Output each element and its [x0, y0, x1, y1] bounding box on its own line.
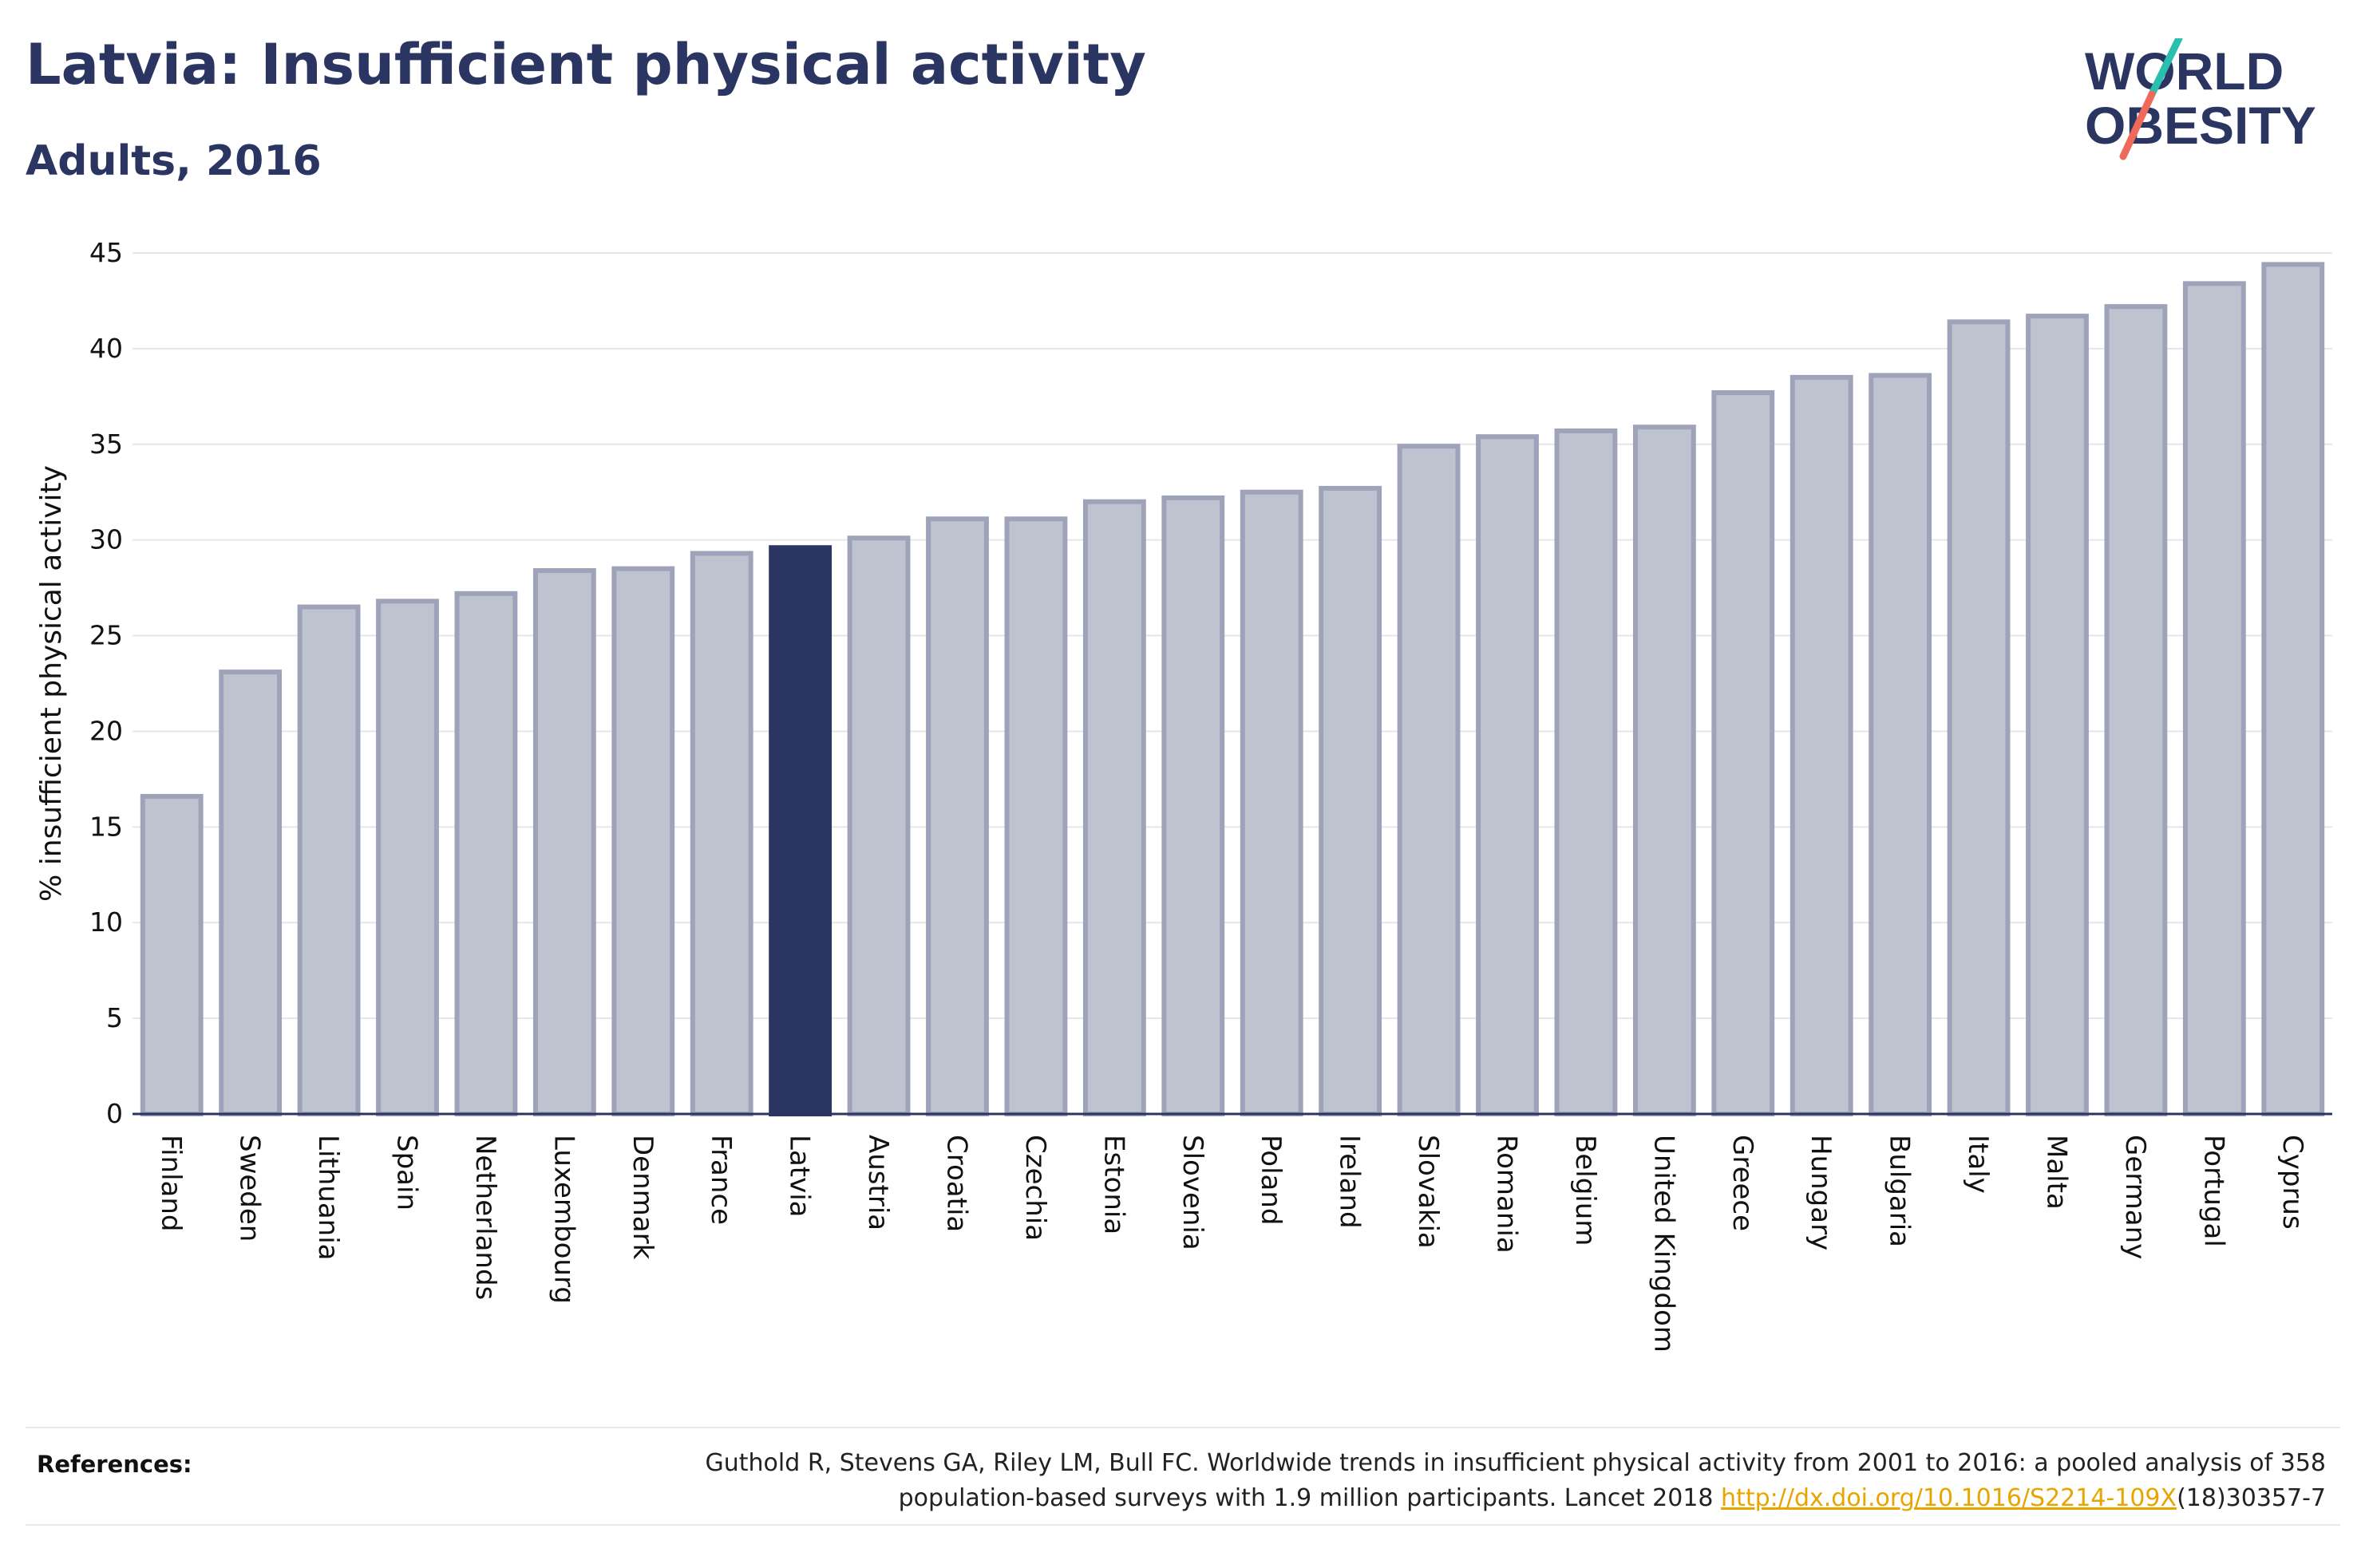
x-tick-label: Germany — [2119, 1135, 2151, 1259]
bar — [611, 566, 675, 1116]
y-tick-label: 40 — [89, 333, 123, 364]
logo-slash-top — [2148, 38, 2183, 98]
x-tick-label: Cyprus — [2276, 1135, 2308, 1230]
bar — [1397, 444, 1461, 1116]
y-tick-label: 15 — [89, 811, 123, 842]
bar — [454, 590, 518, 1116]
bar — [1947, 319, 2011, 1116]
bar-chart: 0 5 10 15 20 25 30 35 40 45 % insufficient physica… — [35, 237, 2332, 1353]
bar — [219, 669, 283, 1116]
bar — [1711, 390, 1775, 1116]
reference-line-2-suffix: (18)30357-7 — [2177, 1484, 2326, 1512]
bar — [1004, 516, 1068, 1116]
y-tick-label: 25 — [89, 620, 123, 651]
y-tick-label: 10 — [89, 906, 123, 938]
bar — [2261, 262, 2325, 1116]
bar — [140, 793, 204, 1116]
bar — [532, 568, 596, 1116]
x-tick-label: Slovakia — [1412, 1135, 1444, 1249]
bar — [2182, 281, 2246, 1116]
x-tick-label: Denmark — [627, 1135, 658, 1260]
x-tick-label: Slovenia — [1177, 1135, 1208, 1250]
x-tick-label: Belgium — [1569, 1135, 1601, 1246]
bar — [1790, 374, 1853, 1117]
x-tick-label: Malta — [2041, 1135, 2073, 1210]
bar — [926, 516, 989, 1116]
logo-slash-bottom — [2119, 90, 2156, 160]
y-tick-label: 0 — [106, 1098, 123, 1129]
x-tick-label: Italy — [1962, 1135, 1994, 1194]
logo-text-obesity: OBESITY — [2085, 96, 2316, 155]
bar — [1869, 373, 1932, 1116]
bar — [297, 604, 361, 1116]
y-tick-label: 45 — [89, 237, 123, 268]
bar — [1240, 489, 1303, 1116]
bar — [1632, 425, 1696, 1116]
bar — [690, 551, 753, 1116]
bar — [769, 545, 832, 1116]
x-tick-label: Estonia — [1097, 1135, 1129, 1234]
x-tick-label: Bulgaria — [1884, 1135, 1916, 1247]
x-tick-label: Latvia — [784, 1135, 816, 1218]
reference-line-2: population-based surveys with 1.9 millio… — [410, 1481, 2326, 1516]
x-tick-label: Hungary — [1805, 1135, 1837, 1250]
x-tick-label: Croatia — [941, 1135, 973, 1232]
x-tick-label: Austria — [862, 1135, 894, 1230]
y-tick-label: 35 — [89, 429, 123, 460]
x-tick-label: Lithuania — [312, 1135, 344, 1260]
bar — [847, 535, 911, 1116]
reference-line-1: Guthold R, Stevens GA, Riley LM, Bull FC… — [705, 1449, 2326, 1477]
x-tick-label: Czechia — [1019, 1135, 1051, 1241]
x-tick-label: Poland — [1255, 1135, 1287, 1226]
references-label: References: — [37, 1451, 192, 1478]
reference-citation: Guthold R, Stevens GA, Riley LM, Bull FC… — [410, 1446, 2326, 1516]
x-tick-label: Romania — [1491, 1135, 1523, 1254]
x-tick-label: Netherlands — [469, 1135, 501, 1300]
x-tick-label: Portugal — [2197, 1135, 2229, 1247]
x-tick-label: Spain — [391, 1135, 423, 1211]
footer-divider-bottom — [26, 1524, 2340, 1526]
y-axis-label: % insufficient physical activity — [35, 465, 68, 902]
bar — [376, 598, 439, 1116]
x-tick-label: United Kingdom — [1647, 1135, 1679, 1353]
bar — [2026, 314, 2089, 1117]
y-tick-label: 30 — [89, 524, 123, 555]
bar — [1476, 434, 1539, 1116]
x-tick-label: Greece — [1726, 1135, 1758, 1231]
reference-line-2-text: population-based surveys with 1.9 millio… — [898, 1484, 1722, 1512]
bar — [1161, 495, 1225, 1116]
footer-divider-top — [26, 1427, 2340, 1428]
bar — [1319, 485, 1382, 1116]
page-title: Latvia: Insufficient physical activity — [26, 32, 1146, 97]
x-tick-label: Finland — [155, 1135, 187, 1232]
bar — [1082, 499, 1146, 1116]
bar — [1554, 428, 1618, 1116]
bar — [2104, 304, 2168, 1117]
y-tick-label: 20 — [89, 715, 123, 746]
logo-text-world: WORLD — [2085, 41, 2284, 101]
x-tick-label: France — [705, 1135, 737, 1225]
reference-doi-link[interactable]: http://dx.doi.org/10.1016/S2214-109X — [1721, 1484, 2177, 1512]
x-tick-label: Ireland — [1334, 1135, 1366, 1229]
x-tick-label: Sweden — [234, 1135, 266, 1242]
world-obesity-logo: WORLD OBESITY — [2085, 38, 2316, 160]
y-tick-label: 5 — [106, 1002, 123, 1033]
page-subtitle: Adults, 2016 — [26, 137, 322, 185]
x-tick-label: Luxembourg — [548, 1135, 579, 1304]
